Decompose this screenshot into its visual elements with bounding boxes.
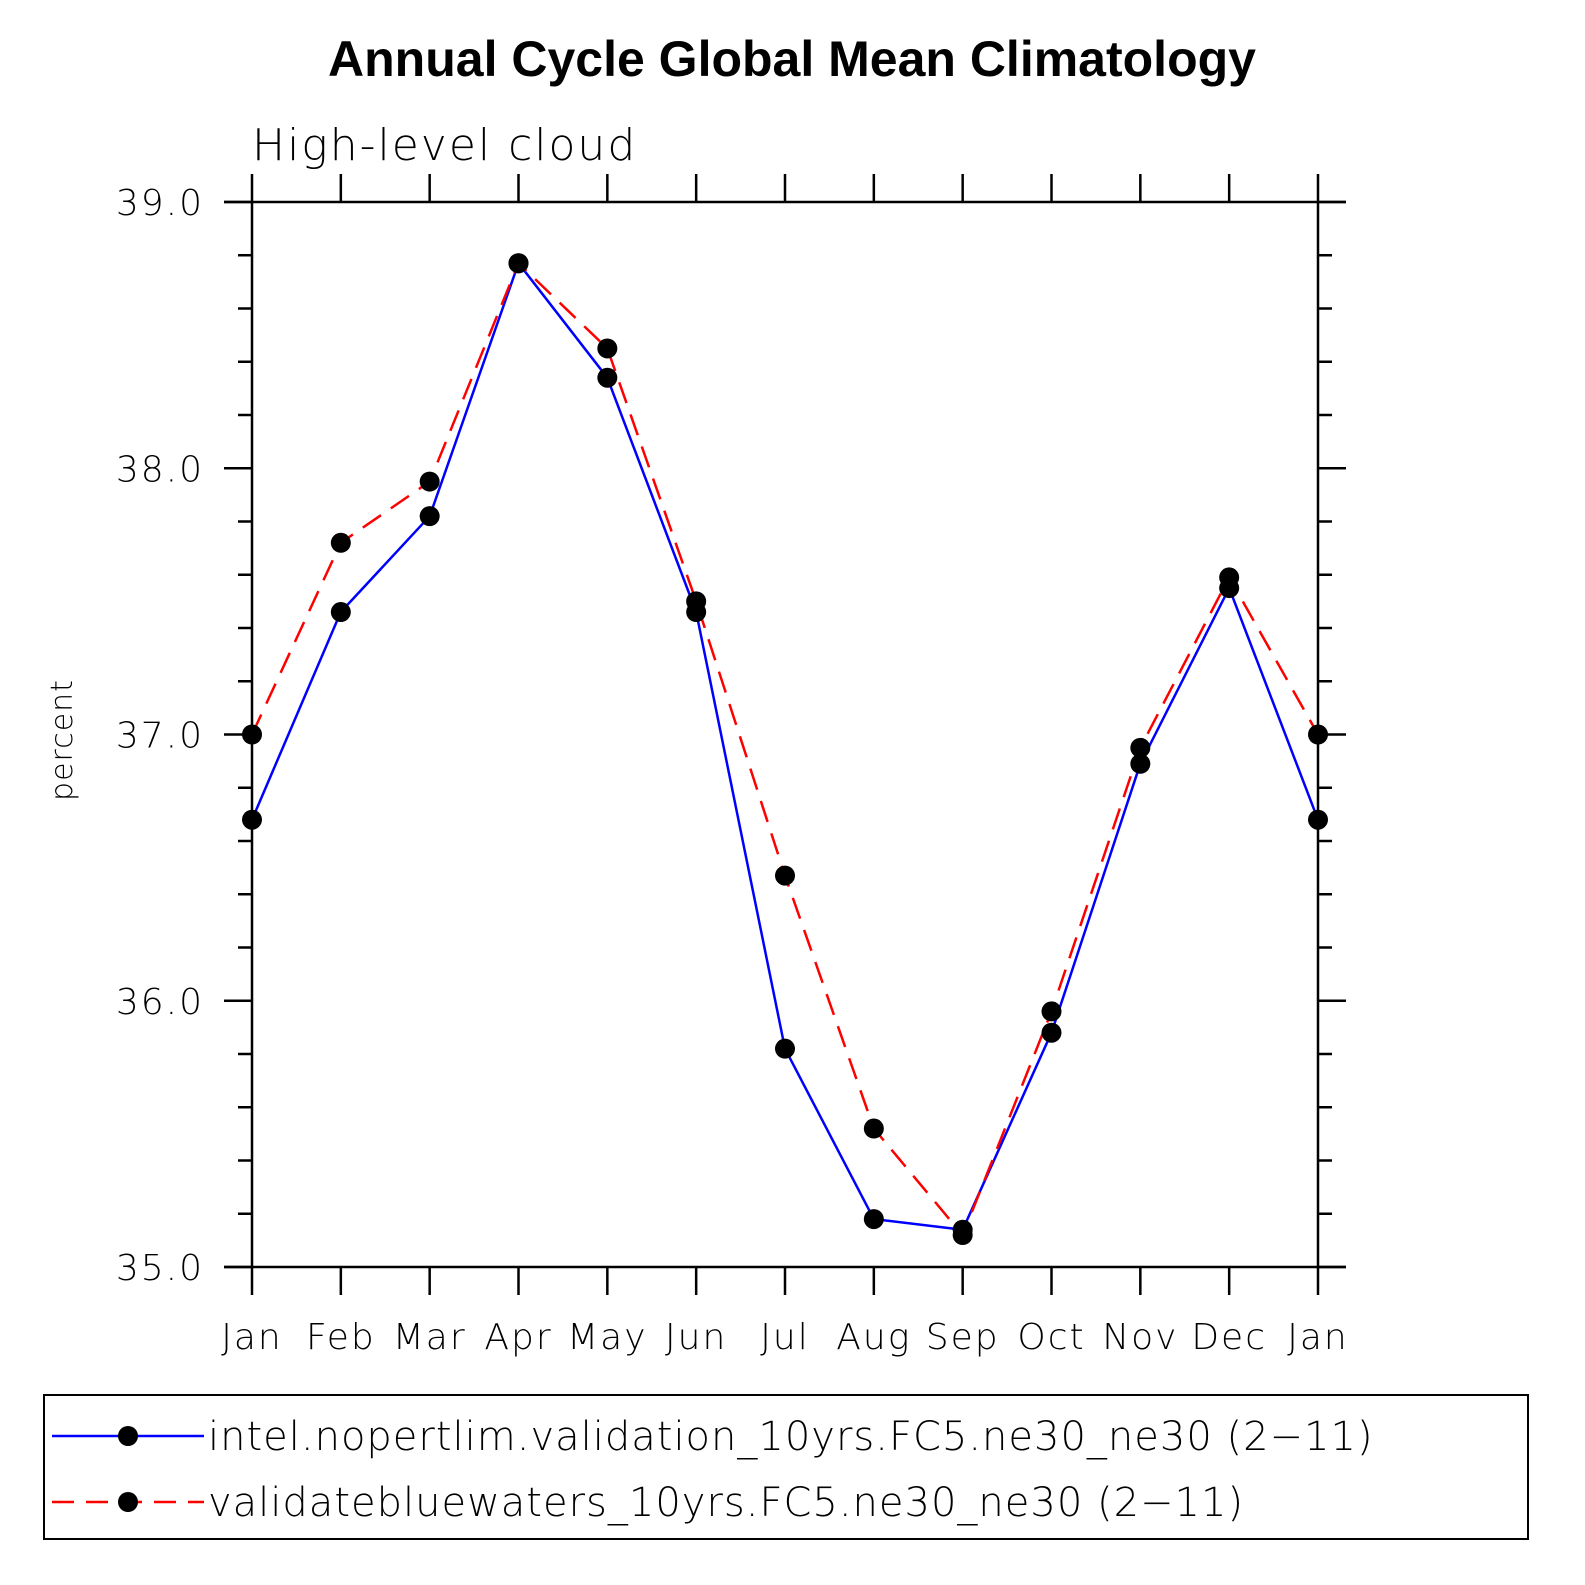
data-series [242, 253, 1328, 1246]
data-point-series-0 [597, 367, 618, 388]
data-point-series-1 [597, 338, 618, 359]
data-point-series-1 [1041, 1001, 1062, 1022]
legend-entry-bluewaters: validatebluewaters_10yrs.FC5.ne30_ne30 (… [52, 1480, 1244, 1526]
data-point-series-0 [1308, 809, 1328, 830]
data-point-series-1 [242, 724, 262, 745]
x-tick-label: Aug [836, 1317, 911, 1358]
x-tick-label: Apr [484, 1317, 552, 1358]
data-point-series-1 [508, 253, 529, 274]
y-axis-label: percent [45, 679, 80, 801]
data-point-series-0 [1130, 753, 1151, 774]
data-point-series-0 [775, 1038, 795, 1059]
data-point-series-1 [1308, 724, 1328, 745]
y-tick-label: 36.0 [116, 982, 204, 1023]
x-tick-label: Jan [221, 1317, 283, 1358]
legend-marker-bluewaters [118, 1492, 138, 1512]
axis-ticks [224, 174, 1346, 1295]
x-tick-label: Jan [1287, 1317, 1349, 1358]
data-point-series-1 [330, 532, 351, 553]
y-tick-label: 35.0 [116, 1248, 204, 1289]
axis-tick-labels: Jan Feb Mar Apr May Jun Jul Aug Sep Oct Nov Dec Jan 3… [116, 183, 1349, 1358]
data-point-series-0 [1041, 1022, 1062, 1043]
series-line-1 [250, 261, 1320, 1237]
plot-axes [224, 200, 1346, 1269]
x-tick-label: Oct [1017, 1317, 1085, 1358]
x-tick-label: Feb [306, 1317, 376, 1358]
x-tick-label: Dec [1191, 1317, 1267, 1358]
chart-title: Annual Cycle Global Mean Climatology [328, 31, 1256, 87]
x-tick-label: Sep [926, 1317, 1000, 1358]
legend-box [43, 1394, 1529, 1540]
legend-label-intel: intel.nopertlim.validation_10yrs.FC5.ne3… [208, 1414, 1374, 1460]
legend-entry-intel: intel.nopertlim.validation_10yrs.FC5.ne3… [52, 1414, 1374, 1460]
data-point-series-0 [419, 506, 440, 527]
data-point-series-1 [863, 1118, 884, 1139]
x-tick-label: May [567, 1317, 647, 1358]
data-point-series-1 [686, 591, 707, 612]
legend-marker-intel [118, 1426, 138, 1446]
data-point-series-1 [1219, 567, 1240, 588]
x-tick-label: Nov [1102, 1317, 1178, 1358]
data-point-series-0 [242, 809, 262, 830]
x-tick-label: Jul [760, 1317, 809, 1358]
data-point-series-1 [1130, 737, 1151, 758]
data-point-series-1 [419, 471, 440, 492]
data-point-series-0 [330, 602, 351, 623]
data-point-series-1 [952, 1225, 973, 1246]
series-line-0 [250, 261, 1320, 1231]
x-tick-label: Jun [665, 1317, 727, 1358]
legend-label-bluewaters: validatebluewaters_10yrs.FC5.ne30_ne30 (… [208, 1480, 1244, 1526]
data-point-series-1 [775, 865, 795, 886]
y-tick-label: 39.0 [116, 183, 204, 224]
y-tick-label: 38.0 [116, 449, 204, 490]
x-tick-label: Mar [393, 1317, 467, 1358]
y-tick-label: 37.0 [116, 716, 204, 757]
data-point-series-0 [863, 1209, 884, 1230]
chart-subtitle: High-level cloud [252, 120, 637, 171]
